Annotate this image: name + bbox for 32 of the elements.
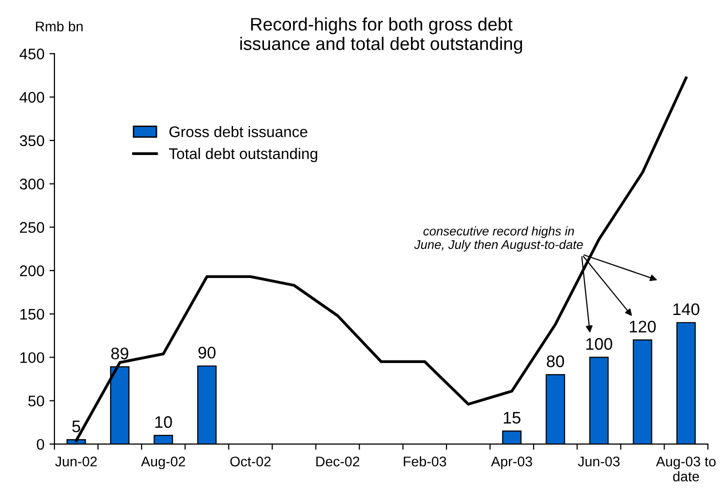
x-tick-label: Apr-03 (491, 456, 532, 470)
chart-title: Record-highs for both gross debt issuance and total debt outstanding (240, 17, 522, 54)
data-label: 100 (586, 338, 612, 350)
data-label: 10 (155, 416, 172, 428)
annotation: consecutive record highs in June, July then August-to-date (414, 226, 583, 252)
x-tick-label: Aug-02 (140, 456, 186, 470)
y-tick-label: 250 (20, 222, 44, 233)
y-tick-label: 450 (20, 48, 44, 60)
data-label: 90 (198, 346, 216, 359)
data-label: 140 (673, 303, 700, 316)
y-tick-label: 350 (20, 135, 44, 146)
x-tick-label: Dec-02 (316, 456, 360, 466)
data-label: 15 (504, 412, 520, 424)
y-tick-label: 400 (20, 92, 44, 103)
x-tick-label: Jun-03 (578, 456, 620, 466)
data-label: 120 (630, 320, 656, 333)
y-tick-label: 300 (20, 178, 44, 190)
data-label: 5 (72, 420, 80, 432)
y-axis-title: Rmb bn (36, 21, 83, 32)
y-tick-label: 0 (36, 438, 44, 450)
data-label: 89 (111, 348, 128, 360)
legend-label: Total debt outstanding (169, 148, 318, 162)
data-label: 80 (546, 355, 564, 368)
y-tick-label: 50 (28, 396, 44, 406)
y-tick-label: 150 (20, 308, 44, 320)
y-tick-label: 200 (20, 265, 44, 276)
legend-label: Gross debt issuance (169, 126, 308, 138)
x-tick-label: Oct-02 (230, 456, 271, 466)
x-tick-label: Aug-03 to date (656, 456, 716, 482)
y-tick-label: 100 (20, 352, 44, 364)
x-tick-label: Jun-02 (55, 456, 97, 466)
x-tick-label: Feb-03 (404, 456, 446, 466)
